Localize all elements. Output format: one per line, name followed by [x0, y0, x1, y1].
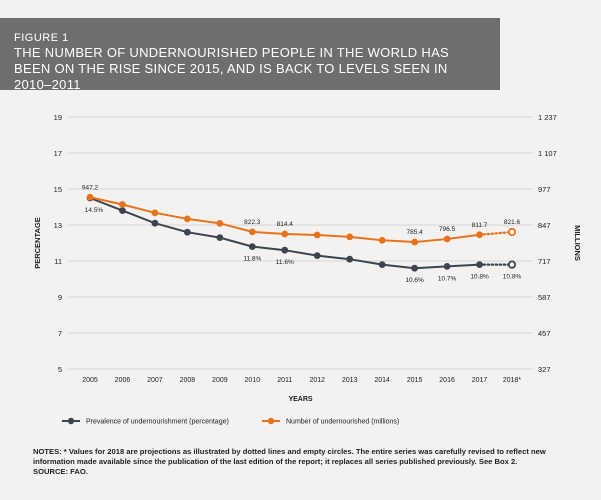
number-data-label: 822.3 [244, 219, 261, 226]
number-data-label: 796.5 [439, 226, 456, 233]
prevalence-data-label: 10.8% [470, 274, 489, 281]
figure-header: FIGURE 1 THE NUMBER OF UNDERNOURISHED PE… [0, 18, 500, 92]
legend-number-label: Number of undernourished (millions) [286, 419, 399, 426]
right-tick-label: 1 107 [538, 149, 557, 158]
left-tick-label: 13 [54, 221, 62, 230]
prevalence-point [313, 252, 321, 259]
x-tick-label: 2011 [277, 377, 292, 384]
prevalence-point [476, 261, 483, 268]
prevalence-point [119, 207, 126, 215]
notes-text: NOTES: * Values for 2018 are projections… [33, 447, 546, 466]
number-point [248, 228, 256, 236]
number-data-label: 947.2 [82, 184, 99, 191]
left-tick-label: 17 [54, 149, 62, 158]
x-tick-label: 2015 [407, 377, 423, 384]
left-tick-label: 9 [58, 293, 62, 302]
prevalence-data-label: 10.8% [503, 274, 522, 281]
prevalence-projection-point [507, 260, 517, 269]
x-tick-label: 2017 [472, 377, 488, 384]
prevalence-point [183, 228, 191, 236]
x-tick-label: 2005 [82, 377, 98, 384]
number-point [86, 193, 94, 201]
legend-prevalence-swatch-dot [67, 417, 75, 425]
number-point [183, 215, 191, 223]
x-tick-label: 2018* [503, 377, 522, 384]
x-axis-label: YEARS [288, 396, 312, 403]
left-tick-label: 19 [54, 113, 62, 122]
legend-prevalence-label: Prevalence of undernourishment (percenta… [86, 419, 229, 426]
right-tick-label: 457 [538, 329, 551, 338]
source-text: SOURCE: FAO. [33, 467, 88, 476]
x-tick-label: 2009 [212, 377, 228, 384]
x-tick-label: 2012 [309, 377, 325, 384]
prevalence-point [281, 246, 289, 254]
prevalence-point [216, 234, 224, 242]
right-tick-label: 587 [538, 293, 551, 302]
x-tick-label: 2007 [147, 377, 163, 384]
right-tick-label: 847 [538, 221, 551, 230]
x-tick-label: 2008 [180, 377, 196, 384]
x-tick-label: 2014 [374, 377, 390, 384]
number-point [378, 236, 386, 244]
prevalence-data-label: 14.5% [85, 207, 104, 214]
right-tick-label: 717 [538, 257, 551, 266]
undernourishment-chart: 5 327 7 457 9 587 11 717 13 847 15 977 17 1 107 19 1 23… [33, 113, 582, 426]
prevalence-point [411, 264, 419, 272]
right-axis-label: MILLIONS [573, 225, 582, 261]
chart-notes: NOTES: * Values for 2018 are projections… [33, 447, 573, 477]
number-point [476, 231, 483, 239]
left-tick-label: 11 [54, 257, 62, 266]
number-data-label: 821.6 [504, 219, 521, 226]
figure-label: FIGURE 1 [14, 32, 69, 44]
number-point [151, 209, 159, 217]
number-projection-line [478, 230, 514, 236]
left-tick-label: 7 [58, 329, 62, 338]
left-tick-label: 15 [54, 185, 62, 194]
legend-number-swatch-dot [267, 417, 275, 425]
number-point [443, 235, 451, 243]
prevalence-data-label: 10.7% [438, 275, 457, 282]
x-tick-label: 2010 [245, 377, 261, 384]
number-point [313, 231, 321, 239]
prevalence-data-label: 11.6% [276, 259, 294, 266]
prevalence-point [248, 243, 256, 251]
prevalence-point [151, 219, 159, 227]
x-tick-label: 2013 [342, 377, 358, 384]
prevalence-point [346, 255, 354, 263]
prevalence-point [378, 261, 386, 268]
right-tick-label: 977 [538, 185, 551, 194]
x-tick-label: 2006 [115, 377, 131, 384]
number-point [346, 233, 354, 241]
number-data-label: 811.7 [472, 222, 488, 229]
prevalence-point [443, 263, 451, 270]
number-data-label: 785.4 [406, 229, 423, 236]
x-tick-label: 2016 [439, 377, 455, 384]
number-point [119, 201, 126, 208]
right-tick-label: 327 [538, 365, 551, 374]
left-tick-label: 5 [58, 365, 62, 374]
number-point [411, 238, 419, 246]
right-tick-label: 1 237 [538, 113, 557, 122]
prevalence-data-label: 10.6% [405, 277, 424, 284]
number-projection-point [507, 227, 517, 237]
number-point [216, 219, 224, 227]
number-point [281, 230, 289, 238]
prevalence-data-label: 11.8% [243, 256, 261, 263]
figure-title: THE NUMBER OF UNDERNOURISHED PEOPLE IN T… [14, 45, 450, 92]
number-data-label: 814.4 [277, 221, 294, 228]
left-axis-label: PERCENTAGE [33, 217, 42, 269]
